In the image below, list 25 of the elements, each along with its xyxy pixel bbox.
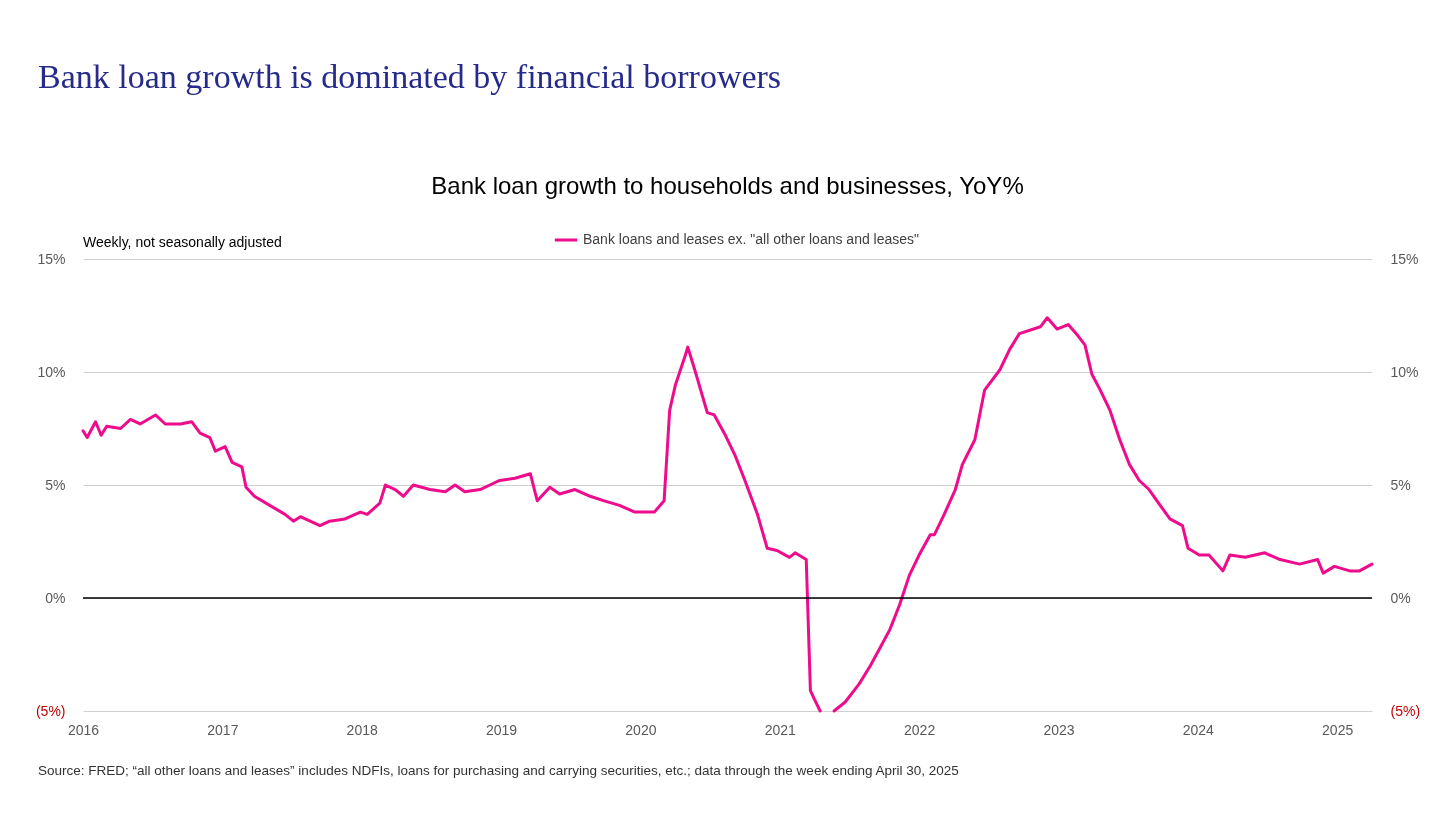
y-tick-label: 10% xyxy=(37,363,66,380)
x-tick-label: 2025 xyxy=(1322,721,1354,738)
y-tick-label: (5%) xyxy=(35,702,66,719)
y-tick-label: 0% xyxy=(45,589,66,606)
x-tick-label: 2020 xyxy=(625,721,657,738)
y2-tick-label: 0% xyxy=(1390,589,1411,606)
legend-label: Bank loans and leases ex. "all other loans and leases" xyxy=(583,231,920,247)
x-tick-label: 2018 xyxy=(346,721,378,738)
x-tick-label: 2023 xyxy=(1043,721,1075,738)
x-tick-label: 2019 xyxy=(485,721,518,738)
x-tick-label: 2022 xyxy=(904,721,936,738)
x-tick-label: 2024 xyxy=(1182,721,1215,738)
x-tick-label: 2021 xyxy=(764,721,797,738)
y-tick-label: 15% xyxy=(37,250,66,267)
x-tick-label: 2017 xyxy=(207,721,239,738)
y2-tick-label: 5% xyxy=(1390,476,1411,493)
source-note: Source: FRED; “all other loans and leases” includes NDFIs, loans for purchasing and carrying securities, etc.; data through the week ending April 30, 2025 xyxy=(38,763,960,780)
y2-tick-label: (5%) xyxy=(1390,702,1421,719)
text: Weekly, not seasonally adjusted xyxy=(83,234,282,250)
chart-title: Bank loan growth is dominated by financial borrowers xyxy=(38,58,782,96)
y2-tick-label: 15% xyxy=(1390,250,1419,267)
x-tick-label: 2016 xyxy=(67,721,100,738)
y2-tick-label: 10% xyxy=(1390,363,1419,380)
chart-subtitle: Bank loan growth to households and businesses, YoY% xyxy=(431,172,1024,199)
y-tick-label: 5% xyxy=(45,476,66,493)
